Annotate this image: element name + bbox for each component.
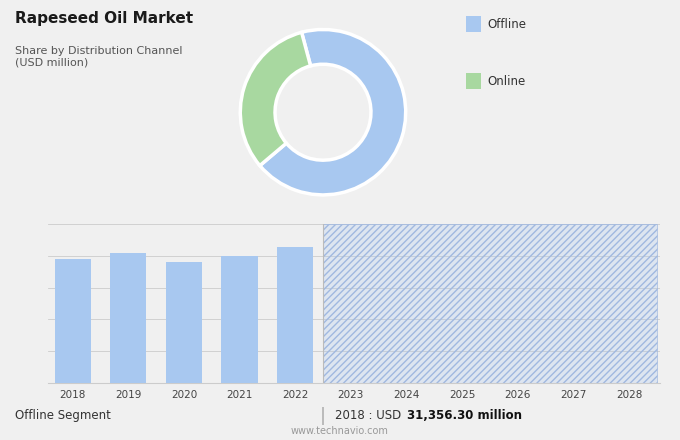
Wedge shape [240, 32, 311, 165]
Text: |: | [320, 407, 326, 425]
Text: Share by Distribution Channel
(USD million): Share by Distribution Channel (USD milli… [15, 46, 182, 68]
Text: Offline: Offline [488, 18, 526, 31]
Bar [222, 256, 258, 383]
Wedge shape [260, 29, 406, 195]
Text: www.technavio.com: www.technavio.com [291, 425, 389, 436]
Bar [323, 224, 657, 383]
Text: Online: Online [488, 75, 526, 88]
Text: 2018 : USD: 2018 : USD [335, 409, 405, 422]
Bar [277, 246, 313, 383]
Text: Offline Segment: Offline Segment [15, 409, 111, 422]
Bar [110, 253, 146, 383]
Bar [54, 259, 90, 383]
Bar [166, 262, 202, 383]
Text: Rapeseed Oil Market: Rapeseed Oil Market [15, 11, 193, 26]
Bar [323, 224, 657, 383]
Text: 31,356.30 million: 31,356.30 million [407, 409, 522, 422]
